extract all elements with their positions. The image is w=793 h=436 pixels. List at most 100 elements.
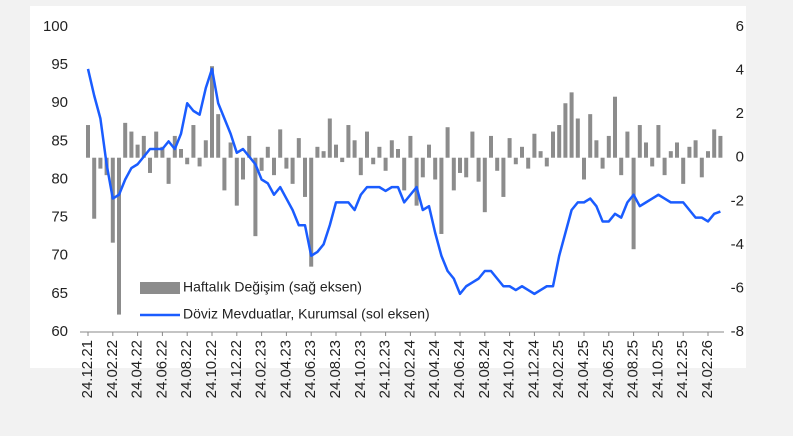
line bbox=[86, 67, 721, 296]
bar bbox=[129, 131, 134, 158]
bar bbox=[681, 157, 686, 184]
bar bbox=[241, 157, 245, 180]
bar bbox=[619, 157, 624, 176]
bar bbox=[296, 138, 301, 158]
bar bbox=[600, 157, 605, 169]
bar bbox=[532, 133, 537, 158]
bar bbox=[284, 157, 289, 169]
plot-background bbox=[30, 6, 746, 368]
bar bbox=[309, 157, 314, 267]
bar bbox=[464, 157, 469, 178]
bar bbox=[98, 157, 103, 169]
x-tick-label: 24.08.23 bbox=[327, 340, 344, 398]
y2-tick-label: 6 bbox=[736, 18, 744, 35]
legend-label: Haftalık Değişim (sağ eksen) bbox=[183, 279, 362, 295]
bar bbox=[160, 146, 165, 158]
x-tick-label: 24.10.23 bbox=[352, 340, 369, 398]
bar bbox=[110, 157, 115, 243]
bar bbox=[352, 140, 357, 158]
bar bbox=[656, 125, 661, 158]
bar bbox=[551, 131, 555, 158]
bar bbox=[179, 149, 183, 158]
bar bbox=[433, 157, 438, 180]
bar bbox=[557, 125, 562, 158]
bar bbox=[334, 144, 338, 158]
bar bbox=[247, 135, 252, 158]
bar bbox=[396, 149, 400, 158]
bar bbox=[166, 157, 171, 184]
bar bbox=[718, 135, 723, 158]
bar bbox=[427, 144, 431, 158]
bar bbox=[470, 131, 475, 158]
x-tick-label: 24.12.24 bbox=[525, 340, 542, 398]
bar bbox=[278, 129, 283, 158]
bar bbox=[507, 138, 512, 158]
bar bbox=[668, 151, 673, 158]
bar bbox=[569, 92, 574, 158]
legend-label: Döviz Mevduatlar, Kurumsal (sol eksen) bbox=[183, 306, 430, 322]
y2-tick-label: 4 bbox=[736, 62, 744, 79]
bar bbox=[563, 103, 568, 158]
y-tick-label: 90 bbox=[51, 94, 68, 111]
y-tick-label: 80 bbox=[51, 170, 68, 187]
bar bbox=[420, 157, 425, 178]
bar bbox=[154, 131, 159, 158]
bar bbox=[706, 151, 710, 158]
y2-tick-label: 2 bbox=[736, 105, 744, 122]
bar bbox=[482, 157, 487, 213]
bar bbox=[203, 140, 208, 158]
bar bbox=[544, 157, 549, 167]
x-tick-label: 24.06.23 bbox=[302, 340, 319, 398]
bar bbox=[321, 151, 326, 158]
x-tick-label: 24.06.25 bbox=[600, 340, 617, 398]
x-tick-label: 24.08.25 bbox=[625, 340, 642, 398]
y2-tick-label: -8 bbox=[731, 323, 744, 340]
bar bbox=[650, 157, 655, 167]
x-tick-label: 24.02.26 bbox=[699, 340, 716, 398]
y2-tick-label: -4 bbox=[731, 236, 744, 253]
x-tick-label: 24.04.24 bbox=[426, 340, 443, 398]
bar bbox=[210, 66, 214, 158]
x-tick-label: 24.10.25 bbox=[649, 340, 666, 398]
bar bbox=[451, 157, 456, 191]
x-tick-label: 24.12.23 bbox=[377, 340, 394, 398]
y-tick-label: 85 bbox=[51, 132, 68, 149]
bar bbox=[365, 131, 369, 158]
bar bbox=[495, 157, 500, 171]
bar bbox=[86, 125, 90, 158]
bar bbox=[371, 157, 376, 165]
bar bbox=[253, 157, 258, 237]
bar bbox=[501, 157, 506, 197]
bar bbox=[135, 144, 140, 158]
bar bbox=[222, 157, 227, 191]
bar bbox=[606, 135, 611, 158]
bar bbox=[712, 129, 717, 158]
bar bbox=[123, 122, 128, 158]
bar bbox=[582, 157, 586, 180]
y2-tick-label: 0 bbox=[736, 149, 744, 166]
x-tick-label: 24.02.22 bbox=[104, 340, 121, 398]
bar bbox=[402, 157, 407, 191]
bar bbox=[303, 157, 307, 197]
bar bbox=[185, 157, 190, 165]
bar bbox=[575, 118, 580, 158]
bar bbox=[148, 157, 152, 173]
x-tick-label: 24.12.25 bbox=[674, 340, 691, 398]
bar bbox=[526, 157, 531, 169]
x-tick-label: 24.02.23 bbox=[253, 340, 270, 398]
bar bbox=[513, 157, 518, 165]
bar bbox=[389, 140, 394, 158]
bar bbox=[675, 142, 679, 158]
bar bbox=[234, 157, 239, 206]
bar bbox=[644, 142, 648, 158]
bar bbox=[408, 135, 413, 158]
bar bbox=[520, 146, 524, 158]
x-tick-label: 24.04.22 bbox=[129, 340, 146, 398]
x-tick-label: 24.06.22 bbox=[153, 340, 170, 398]
bar bbox=[414, 157, 419, 206]
bar bbox=[92, 157, 97, 219]
bar bbox=[340, 157, 345, 163]
bar bbox=[383, 157, 388, 171]
bar bbox=[346, 125, 351, 158]
x-tick-label: 24.12.22 bbox=[228, 340, 245, 398]
